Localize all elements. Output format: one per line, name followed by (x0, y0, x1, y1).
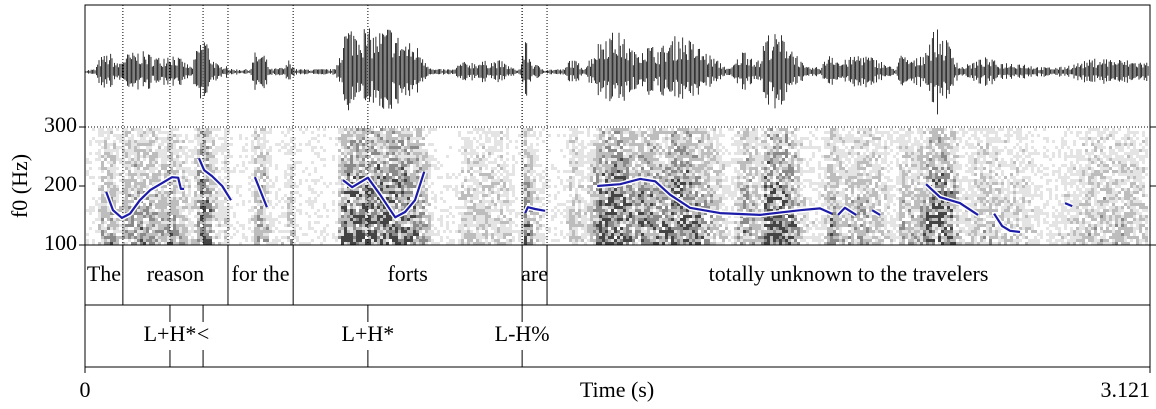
word-label: reason (147, 261, 204, 286)
tone-label: L+H* (144, 321, 197, 346)
word-label: are (521, 261, 548, 286)
word-label: totally unknown to the travelers (709, 261, 989, 286)
y-tick-label: 100 (44, 230, 77, 255)
f0-contour (105, 157, 1073, 234)
word-label: The (87, 261, 121, 286)
x-tick-label: 3.121 (1101, 377, 1151, 402)
y-tick-label: 300 (44, 112, 77, 137)
tone-label: < (197, 321, 209, 346)
y-tick-label: 200 (44, 171, 77, 196)
spectrogram (86, 128, 1148, 245)
spectrogram (98, 128, 1148, 245)
x-tick-label: 0 (80, 377, 91, 402)
spectrogram (110, 158, 956, 245)
word-label: forts (387, 261, 427, 286)
word-label: for the (232, 261, 290, 286)
waveform (85, 28, 1149, 115)
tone-label: L-H% (495, 321, 550, 346)
tone-label: L+H* (342, 321, 395, 346)
y-axis-label: f0 (Hz) (7, 154, 32, 218)
x-axis-label: Time (s) (580, 377, 654, 402)
signal-display (85, 28, 1149, 245)
